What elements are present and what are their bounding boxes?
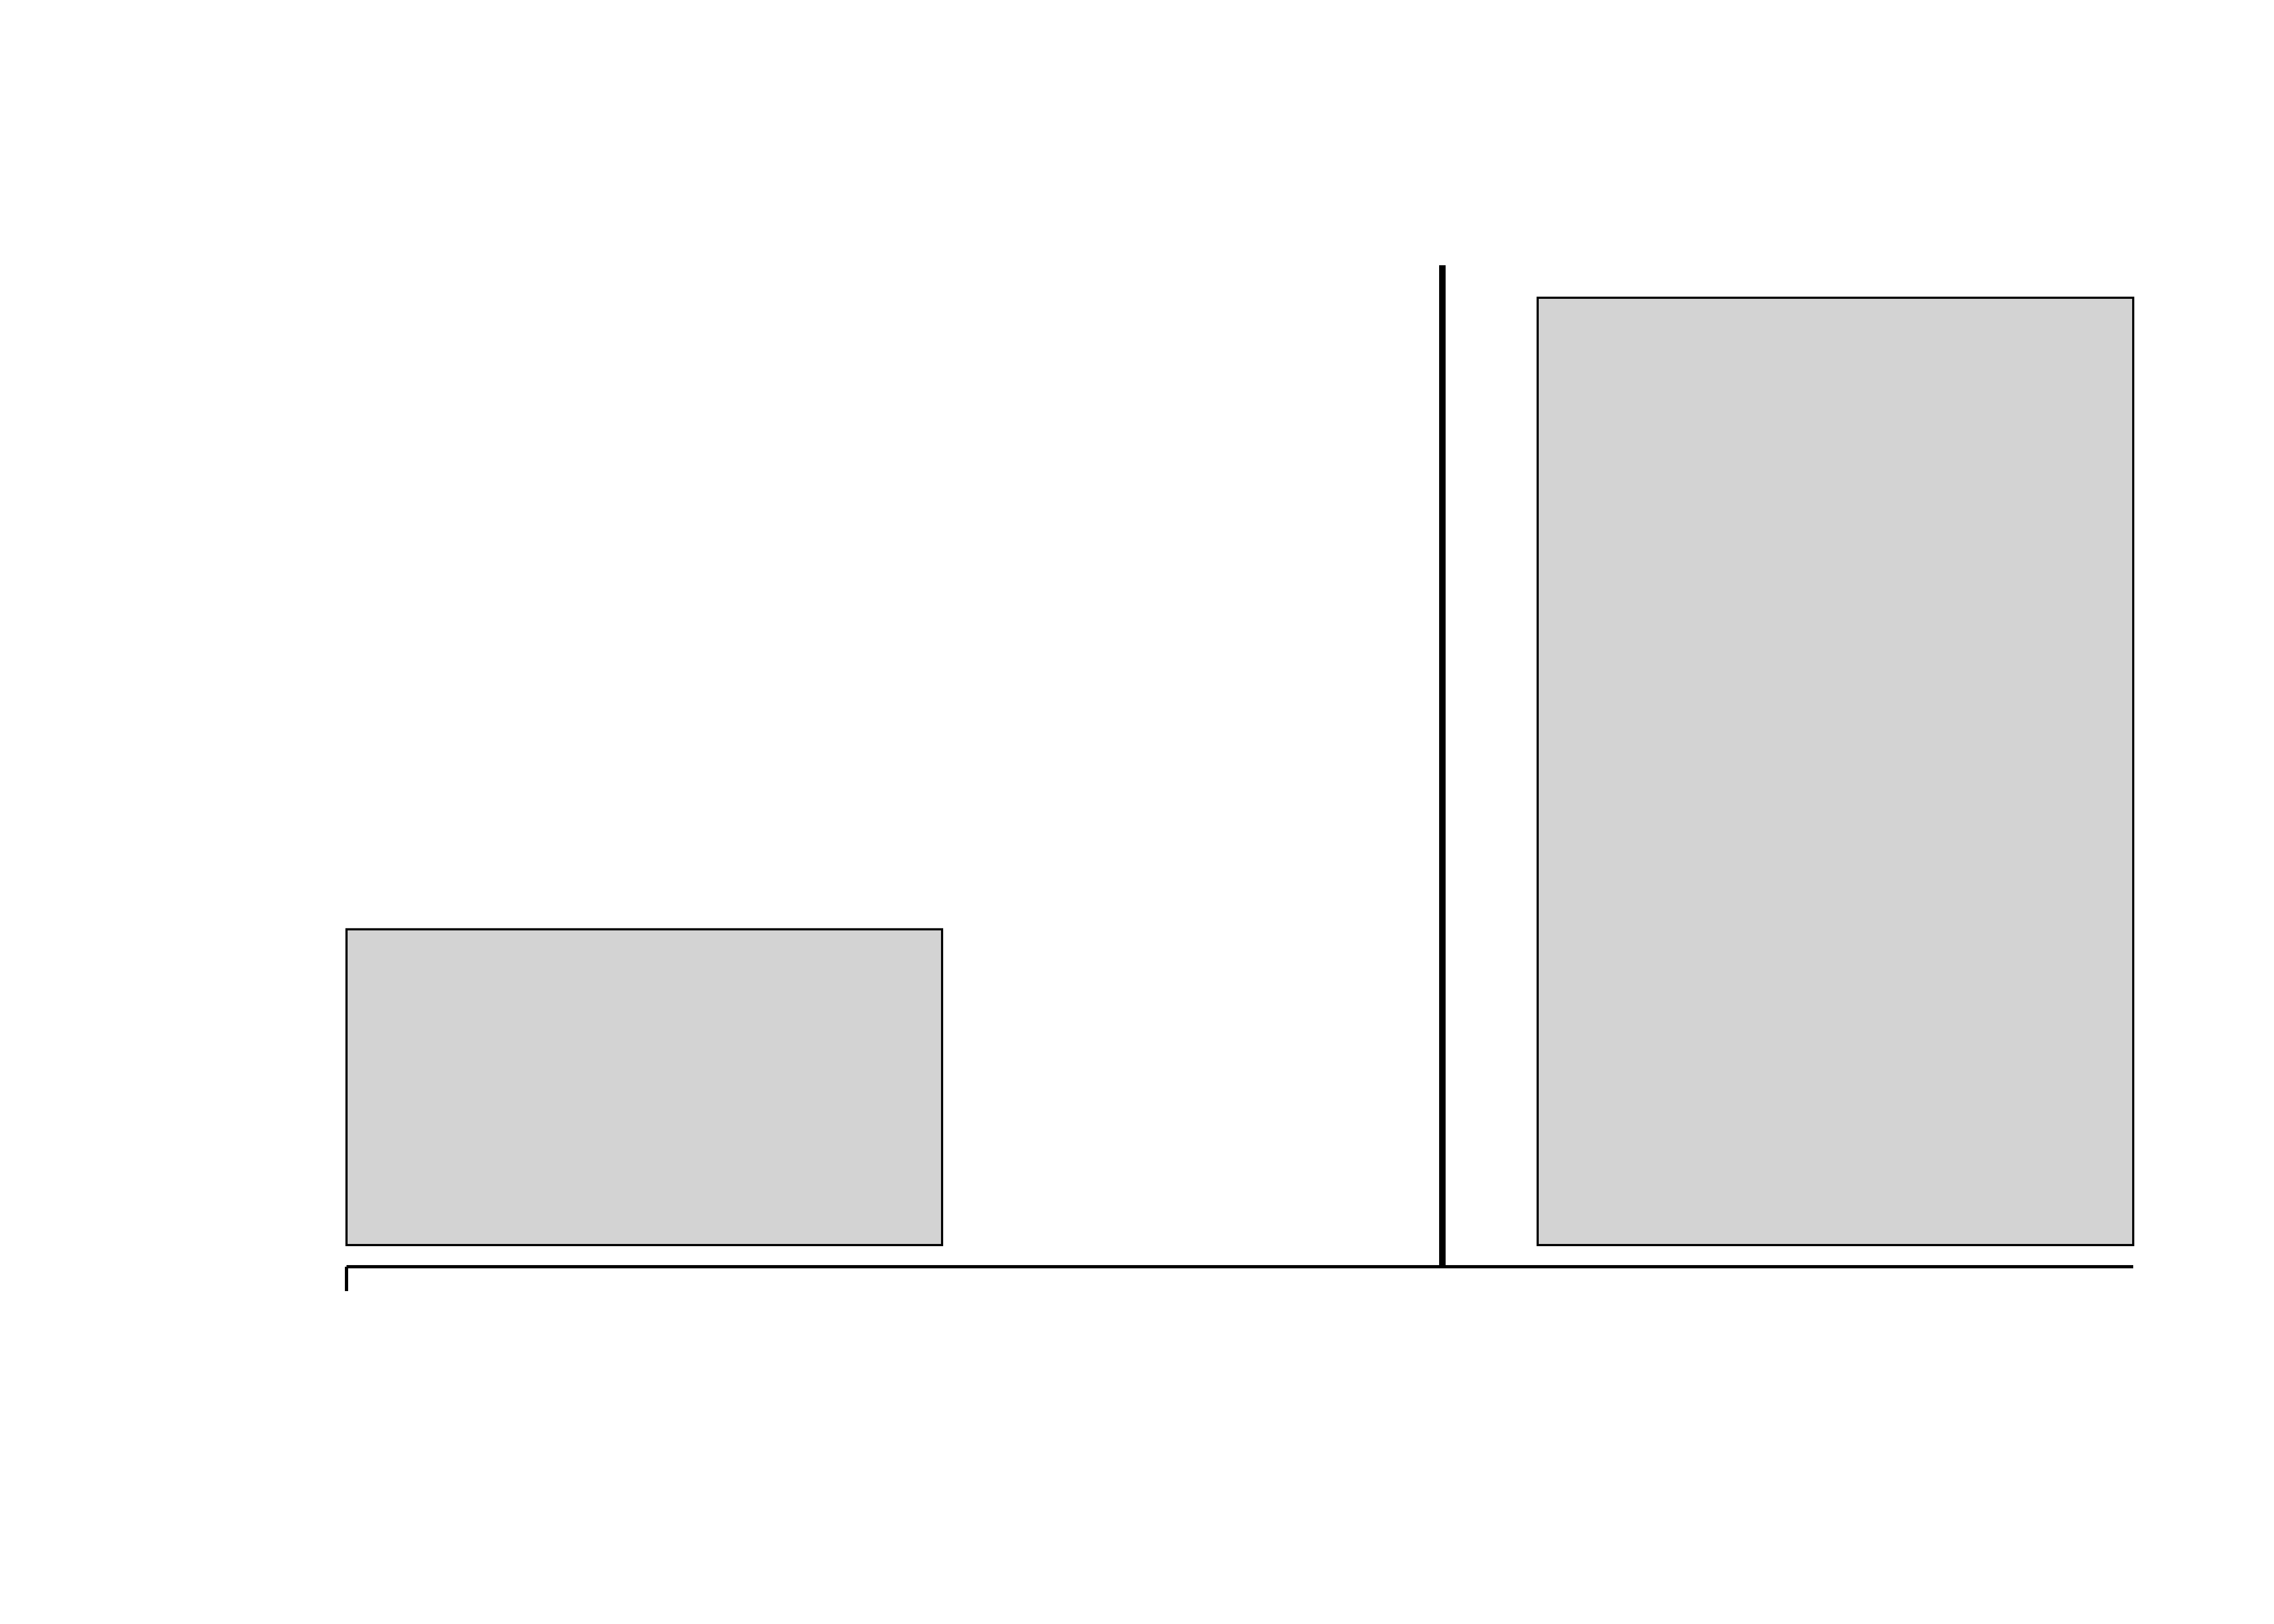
histogram-bar (1538, 298, 2133, 1245)
histogram-bar (347, 929, 942, 1245)
